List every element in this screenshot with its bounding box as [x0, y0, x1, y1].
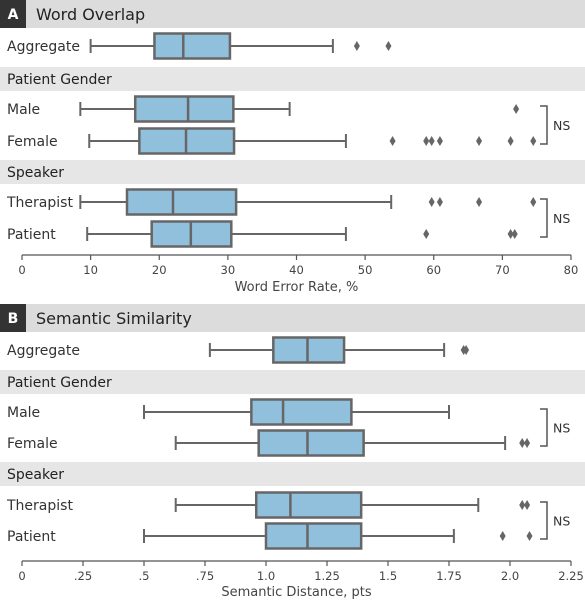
- panel-b: B Semantic Similarity Patient Gender Speake…: [0, 304, 585, 600]
- x-tick-label: 80: [564, 263, 579, 277]
- box-row: Male: [7, 95, 520, 123]
- x-tick-label: 70: [495, 263, 510, 277]
- panel-title: Word Overlap: [36, 5, 145, 24]
- panel-badge: [0, 304, 26, 332]
- row-label: Male: [7, 405, 40, 421]
- box-row: Patient: [7, 220, 518, 248]
- outlier-point: [476, 197, 483, 207]
- outlier-point: [389, 136, 396, 146]
- outlier-point: [511, 229, 518, 239]
- x-axis-title: Word Error Rate, %: [235, 280, 359, 295]
- group-title: Patient Gender: [7, 375, 112, 391]
- outlier-point: [526, 531, 533, 541]
- x-tick-label: 2.25: [558, 569, 584, 583]
- ns-bracket: [540, 501, 548, 540]
- x-tick-label: 2.0: [501, 569, 519, 583]
- panel-badge-letter: A: [8, 7, 19, 23]
- x-tick-label: 40: [289, 263, 304, 277]
- outlier-point: [524, 500, 531, 510]
- outlier-point: [436, 136, 443, 146]
- row-label: Aggregate: [7, 343, 80, 359]
- x-tick-label: 1.5: [379, 569, 397, 583]
- ns-bracket: [540, 105, 548, 145]
- outlier-point: [524, 438, 531, 448]
- panel-badge: [0, 0, 26, 28]
- x-tick-label: 1.0: [257, 569, 275, 583]
- x-tick-label: 60: [426, 263, 441, 277]
- group-band: [0, 370, 585, 394]
- row-label: Therapist: [6, 498, 73, 514]
- outlier-point: [530, 136, 537, 146]
- panel-a: A Word Overlap Patient Gender Speaker Aggreg…: [0, 0, 585, 295]
- x-tick-label: 30: [221, 263, 236, 277]
- outlier-point: [507, 229, 514, 239]
- box-row: Therapist: [6, 491, 531, 519]
- outlier-point: [513, 104, 520, 114]
- x-axis-title: Semantic Distance, pts: [221, 585, 372, 600]
- x-tick-label: 10: [83, 263, 98, 277]
- row-label: Patient: [7, 227, 56, 243]
- row-label: Female: [7, 436, 58, 452]
- group-band: [0, 160, 585, 184]
- outlier-point: [499, 531, 506, 541]
- x-tick-label: 0: [18, 569, 25, 583]
- group-title: Speaker: [7, 467, 64, 483]
- x-tick-label: 50: [358, 263, 373, 277]
- x-tick-label: 0: [18, 263, 25, 277]
- row-label: Patient: [7, 529, 56, 545]
- outlier-point: [507, 136, 514, 146]
- outlier-point: [423, 136, 430, 146]
- row-label: Therapist: [6, 195, 73, 211]
- ns-bracket: [540, 408, 548, 447]
- box-row: Therapist: [6, 188, 537, 216]
- outlier-point: [423, 229, 430, 239]
- outlier-point: [353, 41, 360, 51]
- outlier-point: [436, 197, 443, 207]
- group-title: Patient Gender: [7, 72, 112, 88]
- outlier-point: [476, 136, 483, 146]
- x-tick-label: 20: [152, 263, 167, 277]
- box-row: Male: [7, 398, 450, 426]
- iqr-box: [257, 429, 365, 457]
- outlier-point: [428, 136, 435, 146]
- box-row: Patient: [7, 522, 533, 550]
- iqr-box: [264, 522, 363, 550]
- outlier-point: [519, 500, 526, 510]
- panel-title-band: [0, 0, 585, 28]
- box-row: Aggregate: [7, 336, 470, 364]
- outlier-point: [428, 197, 435, 207]
- outlier-point: [530, 197, 537, 207]
- outlier-point: [385, 41, 392, 51]
- row-label: Aggregate: [7, 39, 80, 55]
- ns-label: NS: [553, 211, 570, 226]
- x-tick-label: .25: [74, 569, 92, 583]
- iqr-box: [250, 398, 353, 426]
- outlier-point: [463, 345, 470, 355]
- outlier-point: [519, 438, 526, 448]
- box-row: Aggregate: [7, 32, 392, 60]
- x-tick-label: 1.75: [436, 569, 462, 583]
- panel-title: Semantic Similarity: [36, 309, 192, 328]
- iqr-box: [125, 188, 238, 216]
- box-row: Female: [7, 429, 531, 457]
- ns-bracket: [540, 198, 548, 238]
- x-tick-label: .5: [139, 569, 150, 583]
- group-band: [0, 462, 585, 486]
- ns-label: NS: [553, 118, 570, 133]
- panel-badge-letter: B: [8, 311, 19, 327]
- ns-label: NS: [553, 421, 570, 436]
- iqr-box: [133, 95, 235, 123]
- ns-label: NS: [553, 514, 570, 529]
- box-row: Female: [7, 127, 537, 155]
- group-title: Speaker: [7, 165, 64, 181]
- x-tick-label: .75: [196, 569, 214, 583]
- group-band: [0, 67, 585, 91]
- iqr-box: [254, 491, 363, 519]
- panel-title-band: [0, 304, 585, 332]
- x-tick-label: 1.25: [314, 569, 340, 583]
- iqr-box: [153, 32, 232, 60]
- row-label: Male: [7, 102, 40, 118]
- row-label: Female: [7, 134, 58, 150]
